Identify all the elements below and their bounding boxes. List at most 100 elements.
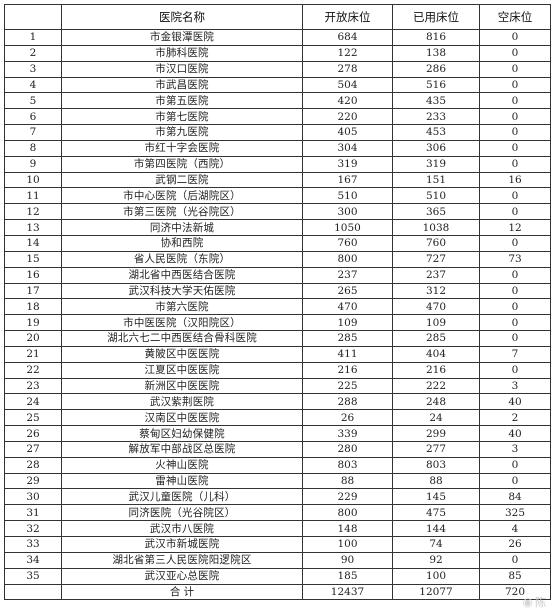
used-beds-cell: 24 xyxy=(392,409,480,427)
open-beds-cell: 300 xyxy=(302,203,393,221)
hospital-name-cell: 市金银潭医院 xyxy=(61,29,303,46)
total-open-beds-cell: 12437 xyxy=(302,583,393,601)
table-row: 2 市肺科医院 122 138 0 xyxy=(4,44,551,62)
hospital-name-cell: 解放军中部战区总医院 xyxy=(61,440,303,458)
row-index-cell: 27 xyxy=(4,440,62,458)
empty-beds-cell: 0 xyxy=(479,76,551,94)
empty-beds-cell: 73 xyxy=(479,250,551,268)
used-beds-cell: 435 xyxy=(392,92,480,110)
open-beds-cell: 278 xyxy=(302,60,393,78)
empty-beds-cell: 0 xyxy=(479,472,551,490)
hospital-name-cell: 市肺科医院 xyxy=(61,44,303,62)
empty-beds-cell: 0 xyxy=(479,29,551,46)
row-index-cell: 17 xyxy=(4,282,62,300)
used-beds-cell: 285 xyxy=(392,330,480,347)
table-row: 34 湖北省第三人民医院阳逻院区 90 92 0 xyxy=(4,551,551,569)
hospital-name-cell: 武汉儿童医院（儿科） xyxy=(61,488,303,506)
empty-beds-cell: 0 xyxy=(479,361,551,379)
used-beds-cell: 727 xyxy=(392,250,480,268)
table-row: 27 解放军中部战区总医院 280 277 3 xyxy=(4,440,551,458)
used-beds-cell: 760 xyxy=(392,234,480,252)
empty-beds-cell: 0 xyxy=(479,282,551,300)
hospital-name-cell: 武钢二医院 xyxy=(61,171,303,189)
empty-beds-cell: 0 xyxy=(479,266,551,284)
table-row: 19 市中医医院（汉阳院区） 109 109 0 xyxy=(4,314,551,332)
row-index-cell: 33 xyxy=(4,536,62,553)
hospital-name-cell: 新洲区中医医院 xyxy=(61,377,303,395)
table-header-row: 医院名称 开放床位 已用床位 空床位 xyxy=(4,4,551,30)
empty-beds-cell: 16 xyxy=(479,171,551,189)
row-index-cell: 7 xyxy=(4,124,62,141)
hospital-name-cell: 火神山医院 xyxy=(61,456,303,474)
hospital-name-cell: 市中医医院（汉阳院区） xyxy=(61,314,303,332)
empty-beds-cell: 40 xyxy=(479,393,551,411)
open-beds-cell: 109 xyxy=(302,314,393,332)
hospital-name-cell: 黄陂区中医医院 xyxy=(61,345,303,363)
open-beds-cell: 148 xyxy=(302,520,393,537)
total-row-index-cell xyxy=(4,583,62,601)
row-index-cell: 31 xyxy=(4,504,62,522)
row-index-cell: 1 xyxy=(4,29,62,46)
open-beds-cell: 237 xyxy=(302,266,393,284)
table-row: 18 市第六医院 470 470 0 xyxy=(4,298,551,316)
empty-beds-cell: 0 xyxy=(479,551,551,569)
table-row: 5 市第五医院 420 435 0 xyxy=(4,92,551,110)
table-row: 28 火神山医院 803 803 0 xyxy=(4,456,551,474)
used-beds-cell: 319 xyxy=(392,155,480,173)
table-row: 4 市武昌医院 504 516 0 xyxy=(4,76,551,94)
open-beds-cell: 800 xyxy=(302,250,393,268)
watermark-text: 陈 xyxy=(535,596,546,609)
row-index-cell: 2 xyxy=(4,44,62,62)
hospital-name-cell: 省人民医院（东院） xyxy=(61,250,303,268)
used-beds-cell: 145 xyxy=(392,488,480,506)
empty-beds-cell: 85 xyxy=(479,567,551,585)
row-index-cell: 3 xyxy=(4,60,62,78)
hospital-name-cell: 协和西院 xyxy=(61,234,303,252)
header-hospital-name: 医院名称 xyxy=(61,4,303,30)
hospital-name-cell: 同济中法新城 xyxy=(61,219,303,236)
used-beds-cell: 216 xyxy=(392,361,480,379)
row-index-cell: 18 xyxy=(4,298,62,316)
empty-beds-cell: 0 xyxy=(479,124,551,141)
header-index xyxy=(4,4,62,30)
empty-beds-cell: 0 xyxy=(479,314,551,332)
used-beds-cell: 1038 xyxy=(392,219,480,236)
used-beds-cell: 470 xyxy=(392,298,480,316)
open-beds-cell: 100 xyxy=(302,536,393,553)
hospital-name-cell: 武汉紫荆医院 xyxy=(61,393,303,411)
table-row: 21 黄陂区中医医院 411 404 7 xyxy=(4,345,551,363)
empty-beds-cell: 26 xyxy=(479,536,551,553)
row-index-cell: 10 xyxy=(4,171,62,189)
table-row: 16 湖北省中西医结合医院 237 237 0 xyxy=(4,266,551,284)
table-row: 30 武汉儿童医院（儿科） 229 145 84 xyxy=(4,488,551,506)
used-beds-cell: 222 xyxy=(392,377,480,395)
open-beds-cell: 229 xyxy=(302,488,393,506)
hospital-name-cell: 汉南区中医医院 xyxy=(61,409,303,427)
empty-beds-cell: 40 xyxy=(479,425,551,442)
used-beds-cell: 138 xyxy=(392,44,480,62)
empty-beds-cell: 0 xyxy=(479,60,551,78)
open-beds-cell: 405 xyxy=(302,124,393,141)
empty-beds-cell: 84 xyxy=(479,488,551,506)
open-beds-cell: 684 xyxy=(302,29,393,46)
table-row: 8 市红十字会医院 304 306 0 xyxy=(4,139,551,157)
hospital-name-cell: 武汉市新城医院 xyxy=(61,536,303,553)
table-row: 13 同济中法新城 1050 1038 12 xyxy=(4,219,551,236)
open-beds-cell: 220 xyxy=(302,108,393,126)
table-row: 31 同济医院（光谷院区） 800 475 325 xyxy=(4,504,551,522)
hospital-name-cell: 湖北六七二中西医结合骨科医院 xyxy=(61,330,303,347)
table-row: 12 市第三医院（光谷院区） 300 365 0 xyxy=(4,203,551,221)
table-row: 17 武汉科技大学天佑医院 265 312 0 xyxy=(4,282,551,300)
hospital-name-cell: 市第五医院 xyxy=(61,92,303,110)
hospital-name-cell: 江夏区中医医院 xyxy=(61,361,303,379)
row-index-cell: 28 xyxy=(4,456,62,474)
empty-beds-cell: 0 xyxy=(479,234,551,252)
used-beds-cell: 88 xyxy=(392,472,480,490)
table-row: 22 江夏区中医医院 216 216 0 xyxy=(4,361,551,379)
hospital-name-cell: 市第六医院 xyxy=(61,298,303,316)
header-used-beds: 已用床位 xyxy=(392,4,480,30)
table-row: 6 市第七医院 220 233 0 xyxy=(4,108,551,126)
used-beds-cell: 516 xyxy=(392,76,480,94)
open-beds-cell: 803 xyxy=(302,456,393,474)
used-beds-cell: 233 xyxy=(392,108,480,126)
